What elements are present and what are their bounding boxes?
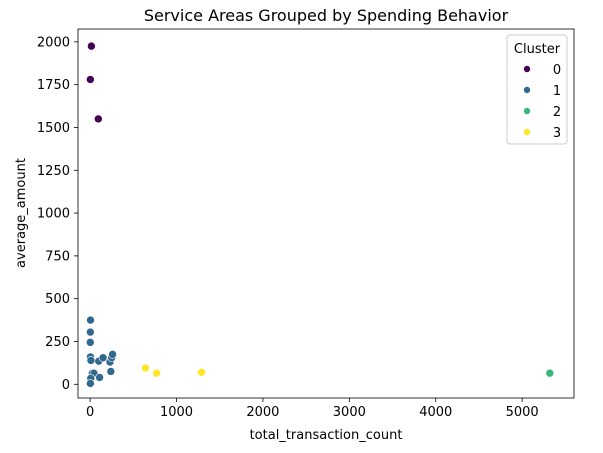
y-tick-label: 2000 — [37, 35, 70, 50]
legend-items: 0 1 2 3 — [523, 63, 561, 141]
legend-marker-2 — [523, 107, 531, 115]
x-tick-label: 0 — [86, 405, 94, 420]
data-point-cluster-0 — [94, 114, 103, 124]
x-tick-label: 5000 — [506, 405, 539, 420]
data-point-cluster-3 — [141, 363, 150, 373]
data-point-cluster-1 — [86, 315, 95, 325]
data-point-cluster-3 — [197, 368, 206, 377]
data-point-cluster-0 — [86, 75, 95, 84]
y-tick-label: 1250 — [37, 164, 70, 179]
legend-label-0: 0 — [553, 63, 561, 78]
data-point-cluster-1 — [85, 338, 95, 347]
data-point-cluster-3 — [152, 368, 161, 378]
x-tick-label: 3000 — [333, 405, 366, 420]
data-point-cluster-1 — [86, 379, 95, 388]
y-tick-label: 0 — [62, 378, 70, 393]
data-point-cluster-2 — [545, 368, 555, 378]
data-point-cluster-1 — [86, 356, 96, 365]
legend-marker-0 — [523, 65, 531, 73]
plot-area — [77, 28, 575, 399]
legend-label-2: 2 — [553, 105, 561, 120]
data-point-cluster-1 — [106, 367, 116, 376]
legend: Cluster 0 1 2 3 — [506, 34, 568, 145]
data-points — [85, 41, 555, 388]
data-point-cluster-1 — [98, 353, 108, 363]
y-axis-label: average_amount — [14, 158, 29, 268]
x-tick-label: 4000 — [419, 405, 452, 420]
data-point-cluster-1 — [108, 350, 117, 359]
data-point-cluster-1 — [86, 327, 95, 337]
legend-label-1: 1 — [553, 84, 561, 99]
y-tick-label: 1500 — [37, 121, 70, 136]
x-axis-label: total_transaction_count — [250, 428, 403, 443]
chart-title: Service Areas Grouped by Spending Behavi… — [144, 6, 509, 25]
y-tick-label: 1750 — [37, 78, 70, 93]
data-point-cluster-0 — [87, 41, 96, 51]
y-tick-label: 750 — [45, 249, 70, 264]
legend-marker-3 — [523, 128, 531, 136]
legend-label-3: 3 — [553, 126, 561, 141]
legend-box — [506, 34, 568, 145]
legend-title: Cluster — [514, 42, 561, 57]
x-tick-label: 2000 — [246, 405, 279, 420]
y-tick-label: 1000 — [37, 207, 70, 222]
x-tick-label: 1000 — [160, 405, 193, 420]
y-tick-label: 250 — [45, 335, 70, 350]
y-tick-label: 500 — [45, 292, 70, 307]
axis-ticks: 0 1000 2000 3000 4000 5000 0 250 500 750 1000 1250 1… — [37, 35, 539, 420]
legend-marker-1 — [523, 86, 531, 94]
data-point-cluster-1 — [95, 373, 104, 382]
